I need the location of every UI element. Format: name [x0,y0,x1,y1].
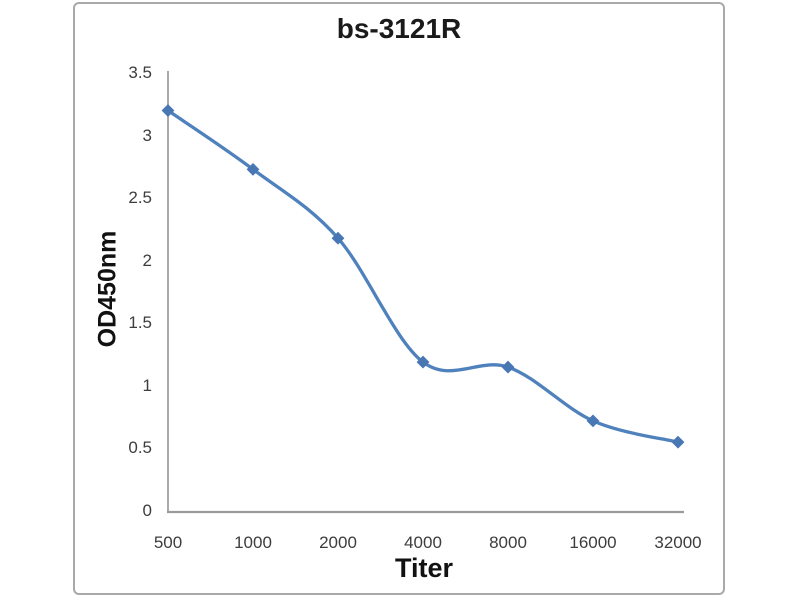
x-tick-label: 1000 [234,533,272,552]
data-point-marker [161,104,175,117]
y-tick-label: 1.5 [128,313,152,333]
y-tick-label: 0 [142,501,152,520]
data-point-marker [416,355,430,369]
y-tick-label: 0.5 [128,438,152,458]
x-tick-label: 32000 [654,533,702,552]
chart-frame [73,2,725,595]
y-tick-label: 2.5 [128,188,152,208]
x-tick-label: 4000 [404,533,442,552]
data-point-marker [501,360,515,374]
y-tick-label: 1 [142,375,152,395]
data-point-marker [671,435,685,449]
data-point-marker [331,231,345,245]
y-tick-label: 3.5 [128,63,152,82]
data-point-marker [246,162,260,176]
y-tick-label: 3 [142,125,152,145]
series-line [166,108,680,444]
x-tick-label: 16000 [569,533,617,552]
data-point-marker [586,414,600,428]
y-tick-label: 2 [142,250,152,270]
x-tick-label: 8000 [489,533,527,552]
x-tick-label: 2000 [319,533,357,552]
x-axis-title: Titer [394,553,454,583]
chart-title: bs-3121R [336,13,462,44]
x-tick-label: 500 [153,533,183,552]
